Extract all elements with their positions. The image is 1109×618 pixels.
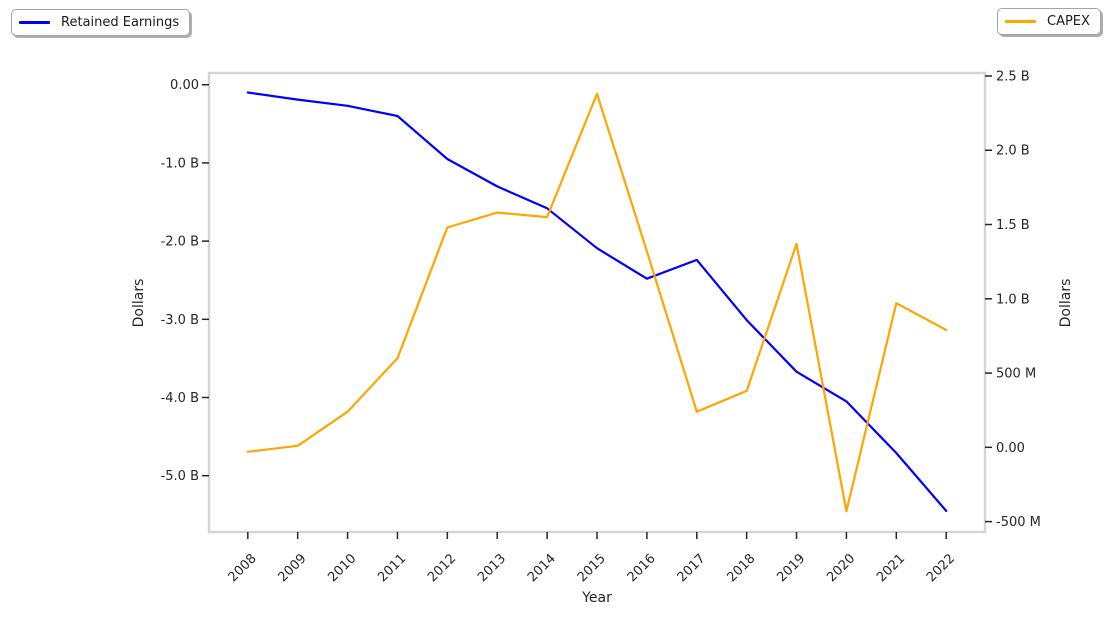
plot-frame bbox=[207, 71, 987, 534]
x-tick-label: 2017 bbox=[675, 551, 709, 585]
x-tick-label: 2012 bbox=[425, 551, 459, 585]
x-tick-label: 2020 bbox=[824, 551, 858, 585]
x-tick-label: 2018 bbox=[724, 551, 758, 585]
right-y-tick-label: 500 M bbox=[996, 367, 1036, 382]
x-tick-label: 2021 bbox=[874, 551, 908, 585]
legend-line-sample-blue bbox=[19, 21, 50, 24]
x-tick-label: 2014 bbox=[525, 551, 559, 585]
x-tick-label: 2011 bbox=[375, 551, 409, 585]
right-y-tick-label: 0.00 bbox=[996, 441, 1025, 456]
right-y-tick-label: 2.5 B bbox=[996, 69, 1030, 84]
legend-capex: CAPEX bbox=[997, 8, 1101, 35]
x-tick-label: 2015 bbox=[575, 551, 609, 585]
right-y-tick-label: 1.0 B bbox=[996, 292, 1030, 307]
legend-label-capex: CAPEX bbox=[1047, 14, 1090, 29]
y-axis-label-right: Dollars bbox=[1058, 278, 1074, 328]
x-tick-label: 2009 bbox=[276, 551, 310, 585]
left-y-tick-label: 0.00 bbox=[170, 78, 199, 93]
legend-retained-earnings: Retained Earnings bbox=[11, 9, 191, 36]
left-y-tick-label: -1.0 B bbox=[161, 156, 199, 171]
series-line-retained-earnings bbox=[246, 91, 948, 512]
right-y-tick-label: 1.5 B bbox=[996, 218, 1030, 233]
x-tick-label: 2016 bbox=[625, 551, 659, 585]
y-axis-label-left: Dollars bbox=[131, 278, 147, 328]
x-axis-label: Year bbox=[582, 590, 612, 606]
left-y-tick-label: -5.0 B bbox=[161, 469, 199, 484]
x-tick-label: 2019 bbox=[774, 551, 808, 585]
x-tick-label: 2022 bbox=[924, 551, 958, 585]
x-tick-label: 2008 bbox=[226, 551, 260, 585]
left-y-tick-label: -2.0 B bbox=[161, 235, 199, 250]
left-y-tick-label: -3.0 B bbox=[161, 313, 199, 328]
legend-label-retained-earnings: Retained Earnings bbox=[61, 15, 180, 30]
x-tick-label: 2010 bbox=[325, 551, 359, 585]
legend-line-sample-orange bbox=[1005, 20, 1036, 23]
left-y-tick-label: -4.0 B bbox=[161, 391, 199, 406]
series-line-capex bbox=[246, 92, 948, 513]
right-y-tick-label: 2.0 B bbox=[996, 144, 1030, 159]
x-tick-label: 2013 bbox=[475, 551, 509, 585]
right-y-tick-label: -500 M bbox=[996, 515, 1041, 530]
